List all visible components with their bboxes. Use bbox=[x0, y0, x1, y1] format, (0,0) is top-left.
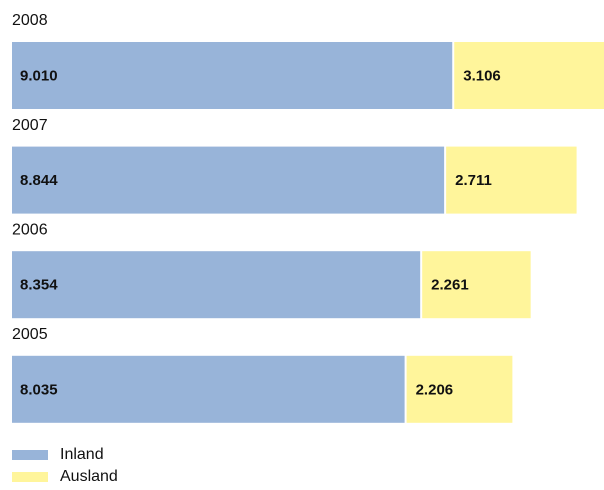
bar-segment bbox=[12, 355, 405, 423]
bar-segment bbox=[454, 42, 604, 109]
category-label: 2006 bbox=[12, 221, 48, 238]
legend-swatch bbox=[12, 472, 48, 482]
value-label: 3.106 bbox=[463, 67, 501, 84]
value-label: 2.711 bbox=[455, 172, 492, 189]
value-label: 8.844 bbox=[20, 172, 58, 189]
bar-segment bbox=[12, 251, 421, 319]
bar-segment bbox=[12, 42, 453, 109]
bar-segment bbox=[446, 146, 577, 214]
category-label: 2005 bbox=[12, 326, 48, 343]
category-label: 2007 bbox=[12, 117, 48, 134]
value-label: 8.354 bbox=[20, 277, 58, 294]
value-label: 9.010 bbox=[20, 67, 58, 84]
legend-label: Inland bbox=[60, 446, 104, 463]
bar-segment bbox=[406, 355, 513, 423]
value-label: 2.206 bbox=[416, 381, 454, 398]
category-label: 2008 bbox=[12, 12, 48, 29]
legend-swatch bbox=[12, 450, 48, 460]
value-label: 2.261 bbox=[431, 277, 469, 294]
bar-segment bbox=[422, 251, 531, 319]
legend-label: Ausland bbox=[60, 468, 118, 485]
value-label: 8.035 bbox=[20, 381, 58, 398]
bar-segment bbox=[12, 146, 445, 214]
